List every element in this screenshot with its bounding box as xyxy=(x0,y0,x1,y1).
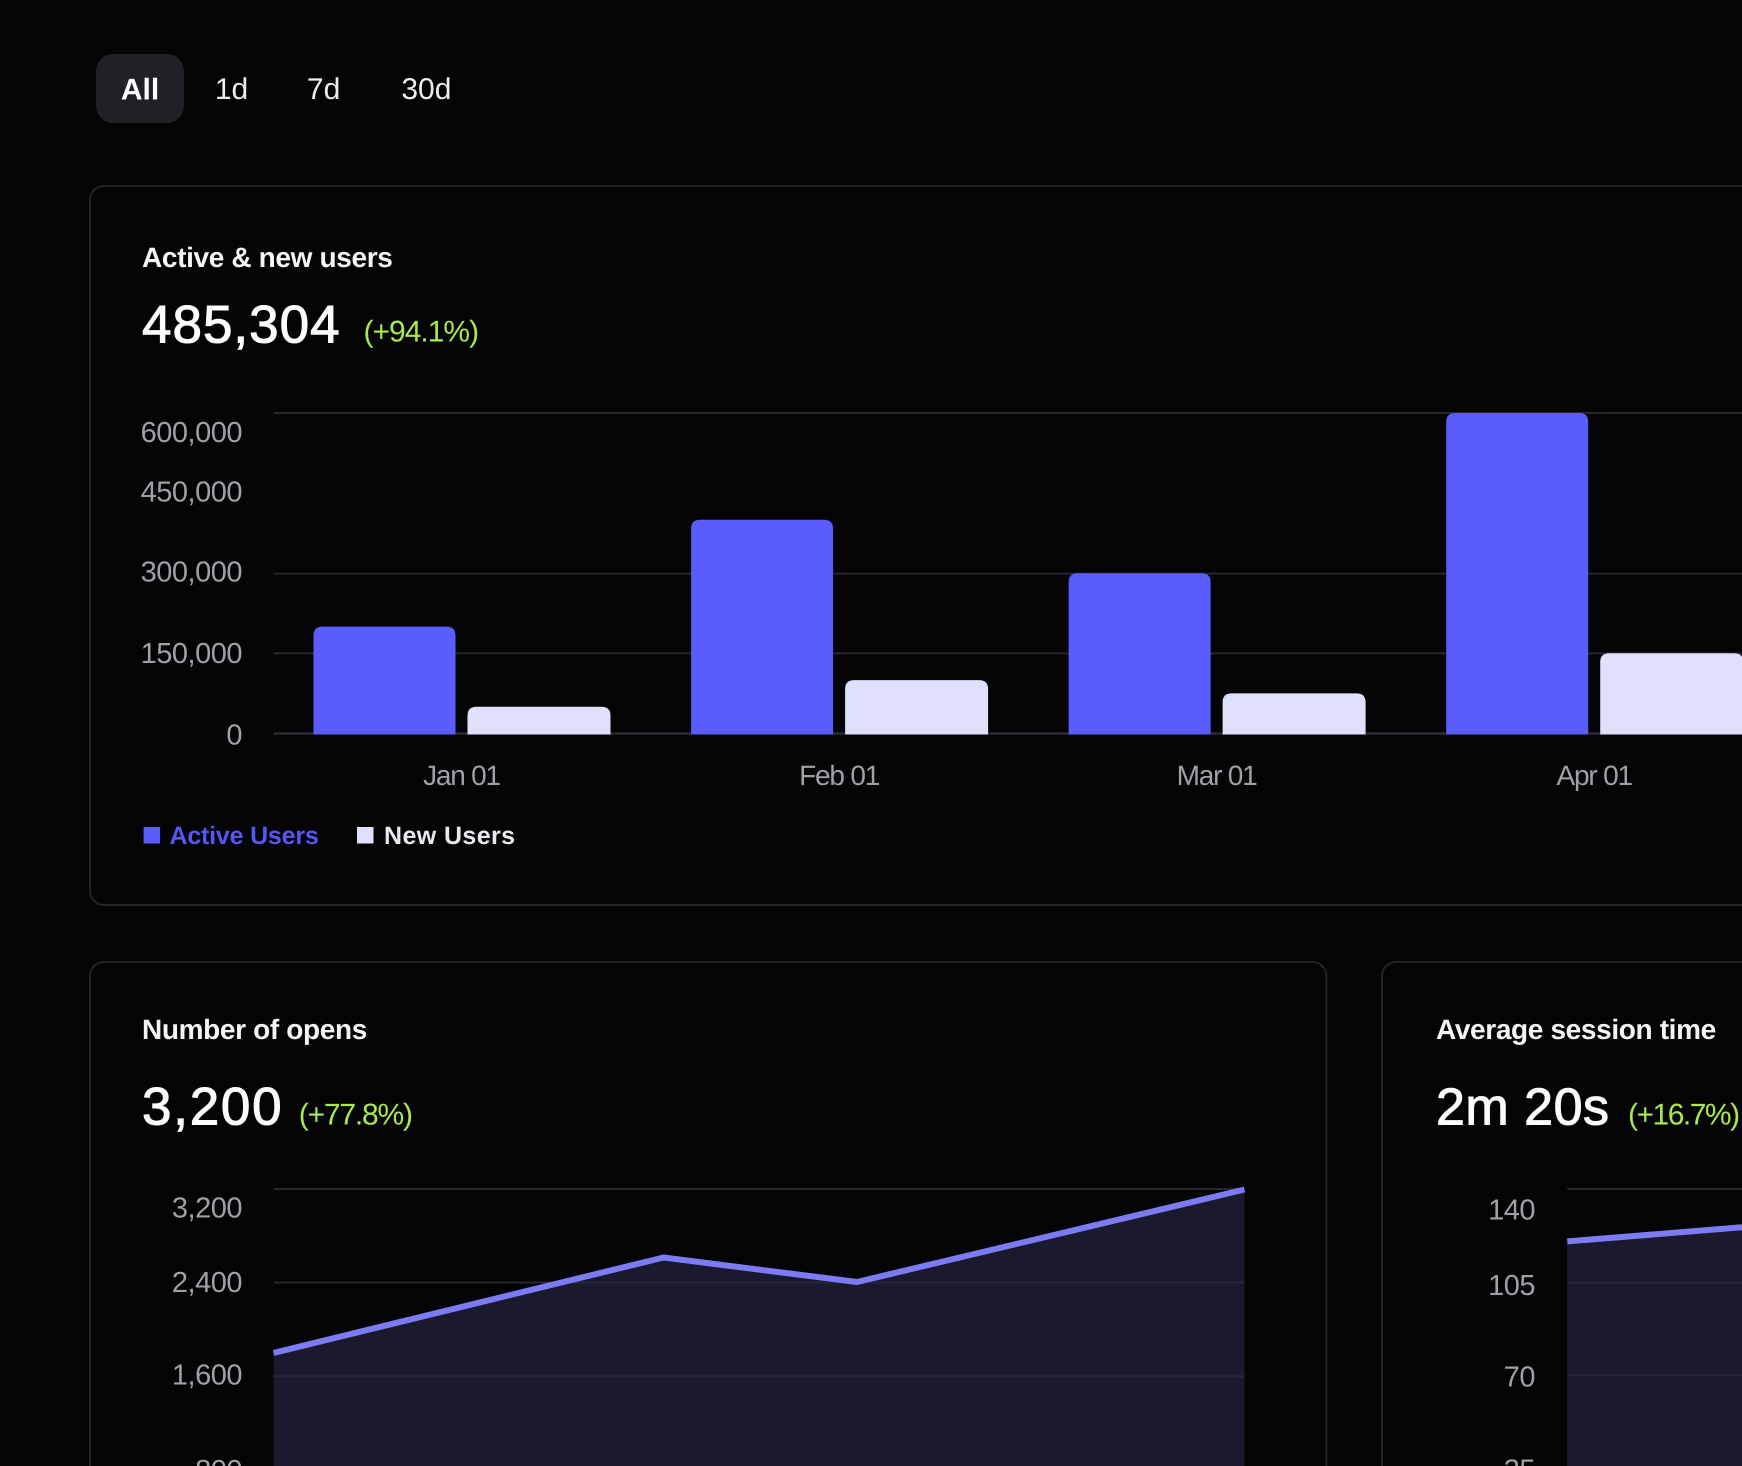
svg-text:800: 800 xyxy=(195,1455,242,1466)
svg-text:450,000: 450,000 xyxy=(141,477,242,509)
svg-text:2,400: 2,400 xyxy=(172,1267,242,1299)
svg-text:Jan 01: Jan 01 xyxy=(423,760,500,791)
svg-text:35: 35 xyxy=(1504,1455,1535,1466)
svg-text:1d: 1d xyxy=(215,73,248,106)
svg-text:30d: 30d xyxy=(401,73,451,106)
svg-text:70: 70 xyxy=(1504,1362,1535,1394)
svg-text:New Users: New Users xyxy=(384,822,515,850)
svg-text:Feb 01: Feb 01 xyxy=(799,760,880,791)
svg-text:Active Users: Active Users xyxy=(170,822,319,850)
svg-text:140: 140 xyxy=(1488,1195,1535,1227)
svg-text:Average session time: Average session time xyxy=(1436,1014,1716,1045)
svg-text:3,200: 3,200 xyxy=(172,1193,242,1225)
svg-text:Apr 01: Apr 01 xyxy=(1557,760,1633,791)
svg-text:(+94.1%): (+94.1%) xyxy=(364,315,479,348)
svg-text:All: All xyxy=(121,74,159,107)
svg-text:7d: 7d xyxy=(307,73,340,106)
svg-text:105: 105 xyxy=(1488,1270,1535,1302)
svg-text:3,200: 3,200 xyxy=(142,1078,283,1137)
svg-text:Active & new users: Active & new users xyxy=(142,242,392,273)
svg-text:Number of opens: Number of opens xyxy=(142,1014,367,1045)
svg-text:(+16.7%): (+16.7%) xyxy=(1628,1099,1739,1132)
svg-text:0: 0 xyxy=(226,720,242,752)
svg-text:485,304: 485,304 xyxy=(142,296,341,355)
svg-text:2m 20s: 2m 20s xyxy=(1436,1079,1610,1137)
svg-text:600,000: 600,000 xyxy=(141,417,242,449)
svg-text:1,600: 1,600 xyxy=(172,1360,242,1392)
svg-text:150,000: 150,000 xyxy=(141,638,242,670)
svg-text:Mar 01: Mar 01 xyxy=(1177,760,1258,791)
svg-text:(+77.8%): (+77.8%) xyxy=(299,1099,412,1132)
svg-text:300,000: 300,000 xyxy=(141,557,242,589)
